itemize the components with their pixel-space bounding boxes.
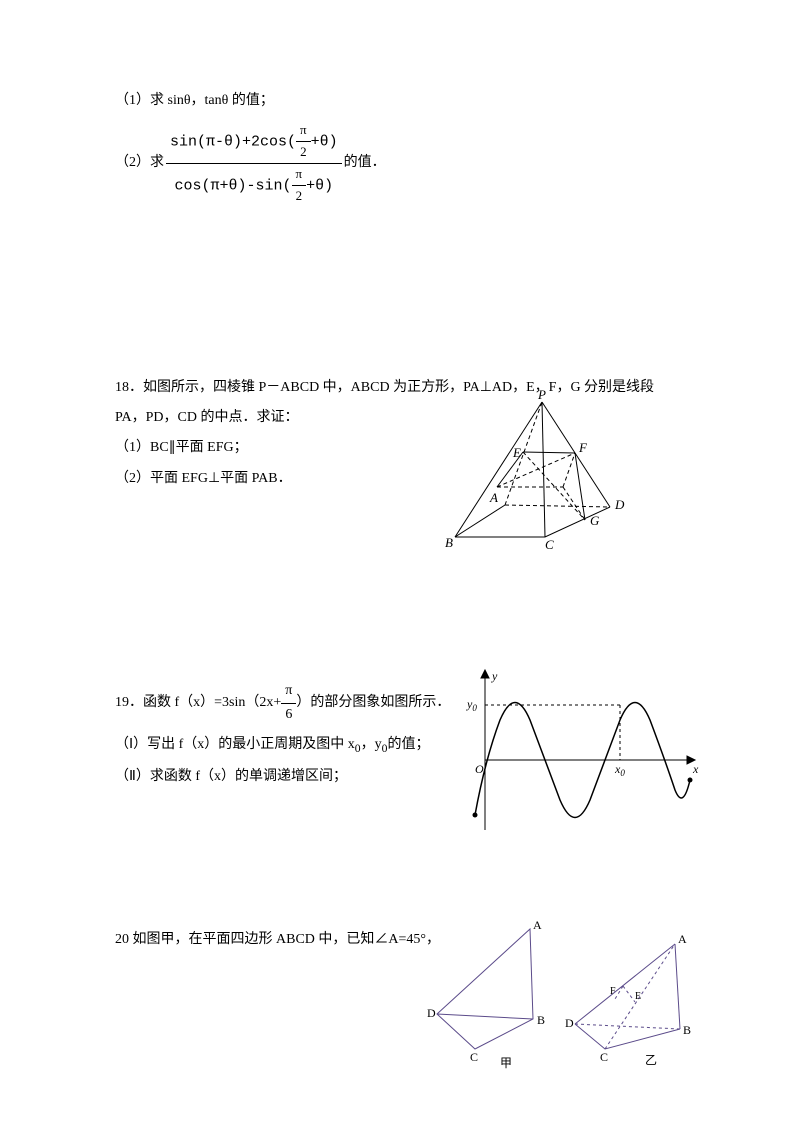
q17-frac-den: cos(π+θ)-sin(π2+θ) (166, 164, 342, 207)
svg-text:D: D (614, 497, 625, 512)
q18: 18．如图所示，四棱锥 P－ABCD 中，ABCD 为正方形，PA⊥AD，E，F… (115, 377, 690, 491)
svg-text:A: A (533, 919, 542, 932)
svg-text:C: C (545, 537, 554, 552)
svg-text:G: G (590, 513, 600, 528)
q17-part2-suffix: 的值． (344, 152, 386, 174)
svg-text:甲: 甲 (500, 1056, 512, 1069)
svg-text:A: A (489, 490, 498, 505)
q20-figure-jia: A B C D 甲 (425, 919, 555, 1069)
svg-text:D: D (427, 1006, 436, 1020)
svg-text:B: B (683, 1023, 691, 1037)
svg-text:F: F (578, 440, 588, 455)
svg-text:D: D (565, 1016, 574, 1030)
q19: 19．函数 f（x）=3sin（2x+π6）的部分图象如图所示． （Ⅰ）写出 f… (115, 680, 690, 789)
svg-text:C: C (470, 1050, 478, 1064)
svg-text:A: A (678, 932, 687, 946)
svg-text:F: F (610, 986, 616, 997)
svg-text:P: P (537, 387, 546, 402)
q17: （1）求 sinθ，tanθ 的值； （2）求 sin(π-θ)+2cos(π2… (115, 90, 690, 207)
svg-text:x0: x0 (614, 762, 625, 778)
svg-text:O: O (475, 762, 484, 776)
q20-figure-yi: A B C D E F 乙 (565, 929, 705, 1069)
q19-figure: y y0 O x0 x (445, 660, 705, 840)
q17-part1: （1）求 sinθ，tanθ 的值； (115, 90, 690, 112)
svg-text:E: E (512, 445, 521, 460)
svg-text:y: y (491, 669, 498, 683)
svg-text:C: C (600, 1050, 608, 1064)
svg-text:B: B (445, 535, 453, 550)
q17-frac-num: sin(π-θ)+2cos(π2+θ) (166, 120, 342, 164)
q17-fraction: sin(π-θ)+2cos(π2+θ) cos(π+θ)-sin(π2+θ) (166, 120, 342, 206)
svg-text:B: B (537, 1013, 545, 1027)
q18-figure: P E F A D G B C (435, 387, 635, 552)
svg-text:乙: 乙 (645, 1053, 657, 1067)
svg-text:x: x (692, 762, 699, 776)
svg-text:E: E (635, 991, 641, 1002)
q17-part2-prefix: （2）求 (115, 152, 164, 174)
svg-text:y0: y0 (466, 697, 477, 713)
q20: 20 如图甲，在平面四边形 ABCD 中，已知∠A=45°， A B C D 甲 (115, 929, 690, 951)
q17-part2: （2）求 sin(π-θ)+2cos(π2+θ) cos(π+θ)-sin(π2… (115, 120, 690, 206)
